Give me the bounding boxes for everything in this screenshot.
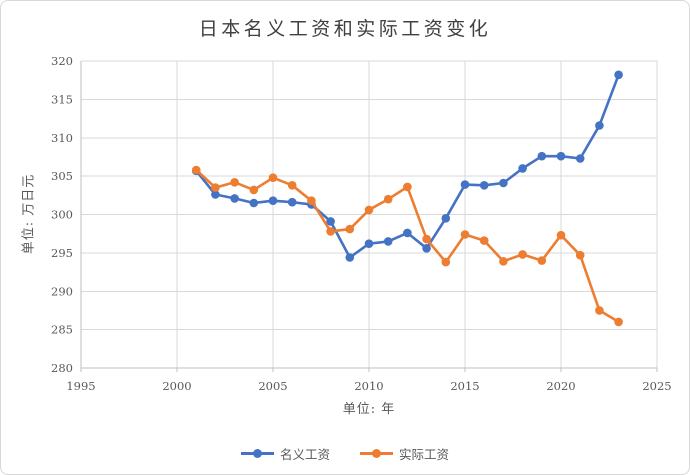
data-point-series-1 xyxy=(230,178,239,187)
data-point-series-0 xyxy=(287,197,297,207)
y-tick-label: 280 xyxy=(51,361,73,375)
data-point-series-0 xyxy=(249,198,259,208)
data-point-series-0 xyxy=(268,196,278,205)
data-point-series-1 xyxy=(499,257,508,266)
data-point-series-0 xyxy=(403,228,412,238)
y-tick-label: 295 xyxy=(51,246,73,260)
y-axis-title: 单位: 万日元 xyxy=(21,173,37,255)
legend-item-real-wage: 实际工资 xyxy=(360,444,449,463)
x-tick-label: 2005 xyxy=(258,379,287,393)
data-point-series-0 xyxy=(537,151,547,161)
data-point-series-1 xyxy=(403,182,412,192)
legend-marker-nominal-wage xyxy=(240,449,274,458)
x-tick-label: 1995 xyxy=(66,379,95,393)
x-tick-label: 2000 xyxy=(162,379,191,393)
y-tick-label: 300 xyxy=(51,208,73,222)
data-point-series-1 xyxy=(441,257,451,267)
data-point-series-0 xyxy=(345,253,355,262)
x-tick-label: 2020 xyxy=(546,379,575,393)
legend-label-real-wage: 实际工资 xyxy=(399,447,450,462)
x-axis-title: 单位: 年 xyxy=(342,402,396,417)
data-point-series-0 xyxy=(230,194,239,203)
x-tick-label: 2025 xyxy=(642,379,671,393)
data-point-series-0 xyxy=(575,154,585,163)
y-tick-label: 290 xyxy=(51,284,73,298)
y-tick-label: 315 xyxy=(51,92,73,106)
data-point-series-0 xyxy=(518,164,527,173)
data-point-series-1 xyxy=(364,205,374,215)
data-point-series-0 xyxy=(595,121,604,130)
data-point-series-0 xyxy=(479,181,489,190)
data-point-series-1 xyxy=(537,256,547,265)
data-point-series-0 xyxy=(364,239,374,248)
legend-marker-real-wage xyxy=(360,449,393,458)
data-point-series-0 xyxy=(556,151,566,161)
data-point-series-1 xyxy=(518,250,527,259)
data-point-series-1 xyxy=(268,173,278,182)
data-point-series-1 xyxy=(479,236,489,245)
data-point-series-0 xyxy=(499,178,508,188)
series-line-1 xyxy=(194,168,620,324)
data-point-series-0 xyxy=(441,214,451,223)
data-point-series-1 xyxy=(556,230,566,240)
data-point-series-1 xyxy=(460,230,470,239)
data-point-series-0 xyxy=(422,244,431,253)
data-point-series-1 xyxy=(307,196,316,205)
data-point-series-1 xyxy=(345,224,355,234)
y-tick-label: 320 xyxy=(51,54,73,68)
legend: 名义工资 实际工资 xyxy=(1,444,689,463)
data-point-series-1 xyxy=(422,234,431,244)
data-point-series-0 xyxy=(460,180,470,189)
data-point-series-1 xyxy=(249,185,259,195)
legend-item-nominal-wage: 名义工资 xyxy=(240,444,330,463)
chart-title: 日本名义工资和实际工资变化 xyxy=(198,18,492,40)
data-point-series-0 xyxy=(326,217,335,226)
data-point-series-0 xyxy=(211,190,220,199)
y-tick-label: 305 xyxy=(51,169,73,183)
data-point-series-1 xyxy=(191,165,201,175)
data-point-series-1 xyxy=(614,317,623,327)
data-point-series-1 xyxy=(326,227,335,236)
y-tick-label: 310 xyxy=(51,131,73,145)
legend-label-nominal-wage: 名义工资 xyxy=(279,447,330,462)
x-tick-label: 2010 xyxy=(354,379,383,393)
data-point-series-1 xyxy=(211,183,220,192)
data-point-series-1 xyxy=(575,250,585,260)
data-point-series-0 xyxy=(614,70,623,80)
y-tick-label: 285 xyxy=(51,323,73,337)
x-tick-label: 2015 xyxy=(450,379,479,393)
data-point-series-1 xyxy=(383,194,393,204)
data-point-series-1 xyxy=(287,181,297,190)
data-point-series-0 xyxy=(383,237,393,246)
data-point-series-1 xyxy=(595,306,604,315)
